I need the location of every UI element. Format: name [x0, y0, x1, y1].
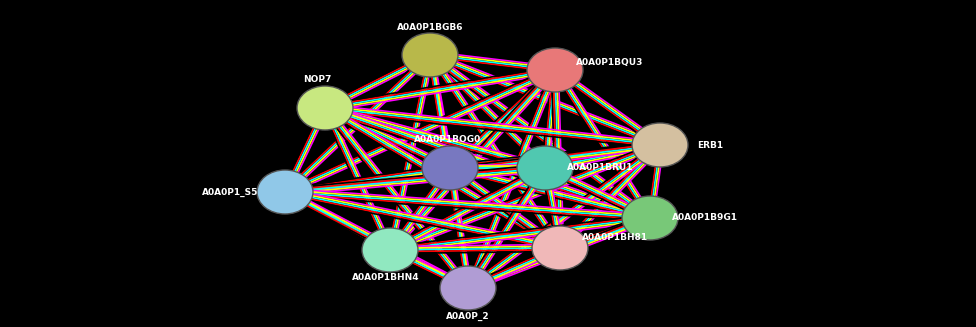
Ellipse shape [440, 266, 496, 310]
Text: NOP7: NOP7 [303, 76, 331, 84]
Text: A0A0P1BGB6: A0A0P1BGB6 [397, 23, 464, 31]
Ellipse shape [532, 226, 588, 270]
Ellipse shape [517, 146, 573, 190]
Ellipse shape [622, 196, 678, 240]
Text: ERB1: ERB1 [697, 141, 723, 149]
Ellipse shape [257, 170, 313, 214]
Ellipse shape [527, 48, 583, 92]
Text: A0A0P1B9G1: A0A0P1B9G1 [672, 214, 738, 222]
Text: A0A0P1BOG0: A0A0P1BOG0 [415, 135, 481, 145]
Text: A0A0P1BH81: A0A0P1BH81 [582, 233, 648, 243]
Text: A0A0P1BQU3: A0A0P1BQU3 [576, 58, 644, 66]
Ellipse shape [422, 146, 478, 190]
Ellipse shape [402, 33, 458, 77]
Text: A0A0P1_S5: A0A0P1_S5 [202, 187, 259, 197]
Ellipse shape [297, 86, 353, 130]
Text: A0A0P1BHN4: A0A0P1BHN4 [352, 273, 420, 283]
Ellipse shape [362, 228, 418, 272]
Ellipse shape [632, 123, 688, 167]
Text: A0A0P1BRU1: A0A0P1BRU1 [567, 164, 633, 173]
Text: A0A0P_2: A0A0P_2 [446, 311, 490, 320]
